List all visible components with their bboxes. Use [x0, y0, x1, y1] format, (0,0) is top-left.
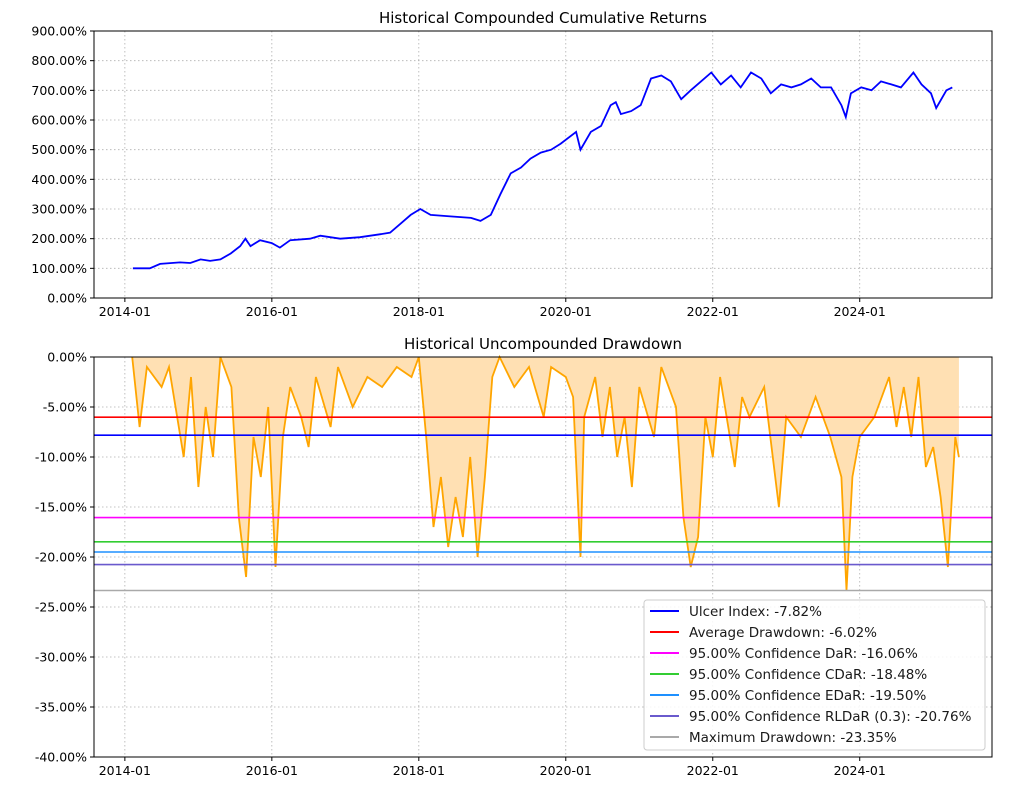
x-tick-label: 2018-01: [393, 763, 445, 778]
drawdown-axes: 2014-01 2016-01 2018-01 2020-01 2022-01 2024-…: [35, 350, 993, 778]
chart-title-drawdown: Historical Uncompounded Drawdown: [404, 335, 682, 353]
x-tick-label: 2020-01: [540, 304, 592, 319]
y-tick-label: 900.00%: [31, 24, 87, 39]
y-tick-label: -20.00%: [35, 550, 87, 565]
x-tick-label: 2024-01: [834, 763, 886, 778]
x-tick-label: 2022-01: [687, 304, 739, 319]
y-tick-label: 100.00%: [31, 261, 87, 276]
legend-entry: 95.00% Confidence CDaR: -18.48%: [689, 667, 927, 683]
axes-frame: [93, 30, 993, 299]
x-tick-label: 2014-01: [99, 304, 151, 319]
legend-entry: Average Drawdown: -6.02%: [689, 625, 877, 641]
chart-title-returns: Historical Compounded Cumulative Returns: [379, 9, 707, 27]
returns-axes: 2014-01 2016-01 2018-01 2020-01 2022-01 2024-…: [31, 24, 993, 319]
legend-box: [643, 599, 986, 751]
y-tick-label: -10.00%: [35, 450, 87, 465]
y-tick-label: -30.00%: [35, 650, 87, 665]
x-tick-label: 2020-01: [540, 763, 592, 778]
x-tick-label: 2016-01: [246, 304, 298, 319]
y-tick-label: 800.00%: [31, 53, 87, 68]
legend: Ulcer Index: -7.82% Average Drawdown: -6.…: [643, 599, 986, 751]
legend-entry: Ulcer Index: -7.82%: [689, 604, 822, 620]
cumulative-return-line: [132, 71, 953, 270]
y-tick-label: 200.00%: [31, 231, 87, 246]
y-tick-label: -15.00%: [35, 500, 87, 515]
y-tick-label: 500.00%: [31, 142, 87, 157]
x-tick-label: 2016-01: [246, 763, 298, 778]
legend-entry: Maximum Drawdown: -23.35%: [689, 730, 897, 746]
y-tick-label: 300.00%: [31, 202, 87, 217]
y-tick-label: 700.00%: [31, 83, 87, 98]
y-tick-label: -35.00%: [35, 700, 87, 715]
y-tick-label: 0.00%: [47, 291, 87, 306]
y-tick-label: 400.00%: [31, 172, 87, 187]
y-tick-label: -25.00%: [35, 600, 87, 615]
x-tick-label: 2024-01: [834, 304, 886, 319]
y-tick-label: -5.00%: [43, 400, 87, 415]
legend-entry: 95.00% Confidence DaR: -16.06%: [689, 646, 918, 662]
x-tick-label: 2022-01: [687, 763, 739, 778]
drawdown-fill: [132, 357, 959, 591]
y-tick-label: -40.00%: [35, 750, 87, 765]
legend-entry: 95.00% Confidence RLDaR (0.3): -20.76%: [689, 709, 972, 725]
x-tick-label: 2018-01: [393, 304, 445, 319]
y-tick-label: 600.00%: [31, 113, 87, 128]
legend-entry: 95.00% Confidence EDaR: -19.50%: [689, 688, 926, 704]
axes-frame: [93, 356, 993, 758]
y-tick-label: 0.00%: [47, 350, 87, 365]
x-tick-label: 2014-01: [99, 763, 151, 778]
drawdown-line: [131, 354, 960, 591]
